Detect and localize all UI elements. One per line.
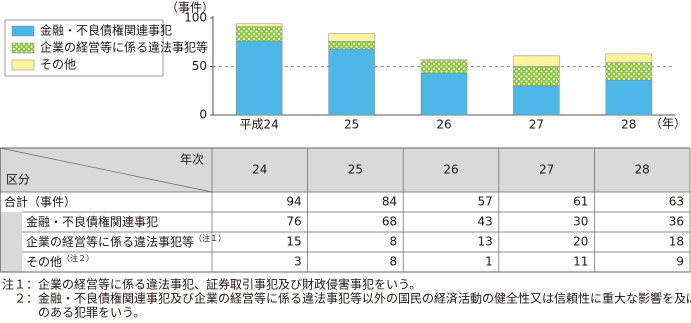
column-header: 27 — [539, 163, 554, 177]
y-tick-label: 50 — [192, 59, 207, 73]
cell-value: 84 — [382, 195, 397, 209]
cell-value: 1 — [485, 255, 493, 269]
row-label-text: 金融・不良債権関連事犯 — [26, 214, 158, 229]
bar-segment — [605, 53, 653, 63]
x-tick-label: 平成24 — [240, 118, 279, 132]
legend-label: 金融・不良債権関連事犯 — [40, 23, 172, 38]
cell-value: 76 — [286, 215, 301, 229]
indent-strip — [0, 232, 22, 252]
note: ２：金融・不良債権関連事犯及び企業の経営等に係る違法事犯等以外の国民の経済活動の… — [2, 291, 691, 306]
column-header: 28 — [635, 163, 650, 177]
row-label: 企業の経営等に係る違法事犯等（注１） — [26, 233, 226, 249]
row-label-text: 合計（事件） — [4, 194, 76, 209]
bar-segment — [328, 48, 375, 116]
note: のある犯罪をいう。 — [2, 306, 145, 320]
column-header: 26 — [443, 163, 458, 177]
cell-value: 11 — [573, 255, 588, 269]
x-axis-label: （年） — [650, 117, 686, 131]
bar-segment — [235, 41, 283, 116]
legend-swatch — [11, 25, 35, 37]
legend-label: 企業の経営等に係る違法事犯等 — [40, 40, 208, 55]
bar-segment — [513, 85, 560, 116]
y-axis-label: （事件） — [166, 1, 214, 15]
corner-bottom: 区分 — [6, 173, 30, 187]
cell-value: 61 — [573, 195, 588, 209]
note: 注１：企業の経営等に係る違法事犯、証券取引事犯及び財政侵害事犯をいう。 — [2, 277, 421, 292]
corner-diagonal — [0, 147, 213, 193]
bar-segment — [235, 23, 283, 27]
bar-segment — [328, 33, 375, 42]
cell-value: 8 — [390, 255, 398, 269]
bar-segment — [605, 62, 653, 81]
x-tick-label: 27 — [529, 118, 544, 132]
x-tick-label: 25 — [344, 118, 359, 132]
row-note: （注１） — [194, 233, 226, 243]
cell-value: 9 — [676, 255, 684, 269]
bar-segment — [420, 60, 468, 74]
table-header-bg — [0, 148, 690, 192]
row-note: （注２） — [62, 253, 94, 263]
cell-value: 63 — [669, 195, 684, 209]
cell-value: 68 — [382, 215, 397, 229]
y-tick-label: 0 — [199, 108, 207, 122]
bar-segment — [513, 66, 560, 87]
bar-segment — [605, 79, 653, 116]
cell-value: 36 — [669, 215, 684, 229]
row-label-text: その他 — [26, 255, 62, 269]
bar-segment — [420, 59, 468, 61]
x-tick-label: 28 — [621, 118, 636, 132]
cell-value: 15 — [286, 235, 301, 249]
cell-value: 3 — [294, 255, 302, 269]
cell-value: 18 — [669, 235, 684, 249]
bar-segment — [235, 26, 283, 42]
column-header: 24 — [252, 163, 267, 177]
x-tick-label: 26 — [436, 118, 451, 132]
row-label: 金融・不良債権関連事犯 — [26, 214, 158, 229]
bar-segment — [420, 73, 468, 116]
cell-value: 94 — [286, 195, 301, 209]
bar-segment — [513, 55, 560, 67]
corner-top: 年次 — [180, 153, 204, 167]
row-label: 合計（事件） — [4, 194, 76, 209]
indent-strip — [0, 212, 22, 232]
column-header: 25 — [348, 163, 363, 177]
cell-value: 57 — [478, 195, 493, 209]
cell-value: 43 — [478, 215, 493, 229]
row-label-text: 企業の経営等に係る違法事犯等 — [26, 234, 194, 249]
cell-value: 8 — [390, 235, 398, 249]
cell-value: 13 — [478, 235, 493, 249]
cell-value: 20 — [573, 235, 588, 249]
legend-swatch — [11, 42, 35, 54]
bar-segment — [328, 41, 375, 50]
legend-swatch — [11, 59, 35, 71]
cell-value: 30 — [573, 215, 588, 229]
y-tick-label: 100 — [184, 11, 207, 25]
legend-label: その他 — [40, 58, 76, 72]
row-label: その他（注２） — [26, 253, 94, 269]
indent-strip — [0, 252, 22, 272]
